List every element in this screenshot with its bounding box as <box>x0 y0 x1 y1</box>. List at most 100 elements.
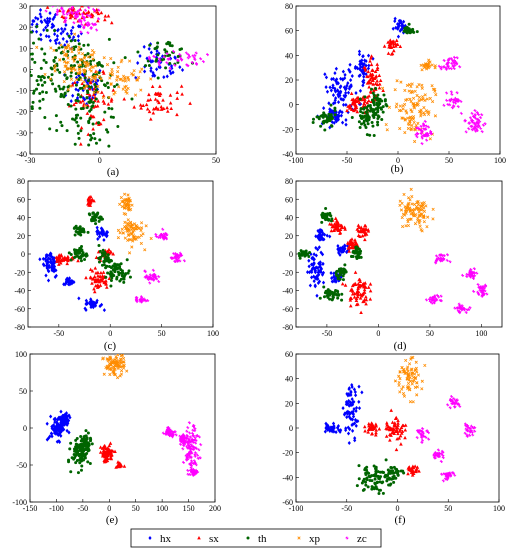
point-zc <box>420 438 424 442</box>
point-xp <box>119 77 123 81</box>
point-xp <box>405 83 409 87</box>
point-xp <box>135 235 139 239</box>
point-th <box>371 124 375 128</box>
point-zc <box>420 436 424 440</box>
point-th <box>341 278 345 282</box>
point-xp <box>48 77 53 81</box>
point-zc <box>440 472 444 476</box>
point-zc <box>439 460 443 464</box>
point-th <box>30 107 34 111</box>
point-xp <box>115 376 120 380</box>
point-th <box>96 211 100 215</box>
point-sx <box>363 68 368 72</box>
x-tick-label: 0 <box>108 329 112 338</box>
point-hx <box>153 73 157 78</box>
point-sx <box>366 227 370 232</box>
y-tick-label: 0 <box>289 424 293 433</box>
point-hx <box>316 247 320 252</box>
point-sx <box>148 117 153 121</box>
x-tick-label: -50 <box>342 156 353 165</box>
point-hx <box>337 90 342 95</box>
point-sx <box>373 69 378 73</box>
point-sx <box>346 241 351 246</box>
point-hx <box>58 417 62 422</box>
point-sx <box>363 97 367 101</box>
point-zc <box>425 138 429 142</box>
point-hx <box>397 23 401 28</box>
point-hx <box>348 412 352 417</box>
point-xp <box>83 55 87 59</box>
point-hx <box>155 49 159 54</box>
point-th <box>82 435 86 439</box>
point-hx <box>320 252 325 257</box>
point-xp <box>417 219 421 223</box>
point-hx <box>61 29 65 34</box>
point-sx <box>96 250 101 254</box>
point-hx <box>57 439 61 444</box>
point-sx <box>68 15 73 20</box>
point-hx <box>105 230 110 235</box>
point-xp <box>78 63 83 67</box>
point-zc <box>138 299 142 303</box>
point-hx <box>42 28 46 33</box>
point-sx <box>340 225 345 230</box>
point-hx <box>341 406 345 411</box>
point-hx <box>314 253 318 258</box>
point-hx <box>366 53 371 58</box>
point-sx <box>391 44 396 49</box>
point-th <box>380 470 384 474</box>
point-zc <box>446 65 450 69</box>
point-zc <box>188 472 192 476</box>
point-hx <box>317 245 321 250</box>
point-th <box>52 59 56 63</box>
point-zc <box>151 273 155 277</box>
point-sx <box>367 94 371 98</box>
point-hx <box>47 256 51 261</box>
point-sx <box>179 84 184 88</box>
point-sx <box>87 93 92 97</box>
point-xp <box>401 385 405 389</box>
point-th <box>77 255 81 259</box>
point-hx <box>346 110 350 115</box>
point-zc <box>157 57 161 61</box>
point-th <box>79 435 83 439</box>
point-sx <box>350 237 354 241</box>
point-hx <box>89 302 93 307</box>
point-xp <box>109 57 113 61</box>
point-xp <box>419 112 423 116</box>
point-sx <box>74 100 78 104</box>
x-tick-label: 50 <box>426 329 434 338</box>
point-hx <box>65 31 69 36</box>
point-th <box>94 97 98 101</box>
point-zc <box>452 55 456 59</box>
point-zc <box>468 306 472 310</box>
point-sx <box>96 6 101 7</box>
point-hx <box>322 232 327 237</box>
point-hx <box>93 92 97 97</box>
point-sx <box>105 285 109 289</box>
point-zc <box>188 452 192 456</box>
point-xp <box>401 224 405 229</box>
point-sx <box>147 92 151 97</box>
point-th <box>377 491 381 495</box>
point-hx <box>351 409 355 414</box>
point-xp <box>131 230 135 234</box>
point-th <box>67 251 71 255</box>
point-th <box>32 41 36 45</box>
point-xp <box>398 127 402 131</box>
point-sx <box>88 275 93 279</box>
point-zc <box>433 296 437 300</box>
point-sx <box>393 416 398 421</box>
point-th <box>365 468 369 472</box>
point-xp <box>417 210 421 214</box>
point-xp <box>407 83 412 87</box>
point-xp <box>407 385 411 389</box>
point-sx <box>367 79 371 84</box>
point-hx <box>341 77 345 82</box>
point-zc <box>178 442 182 446</box>
point-xp <box>428 137 432 141</box>
point-hx <box>31 19 35 24</box>
point-th <box>22 81 25 84</box>
point-hx <box>60 26 64 31</box>
